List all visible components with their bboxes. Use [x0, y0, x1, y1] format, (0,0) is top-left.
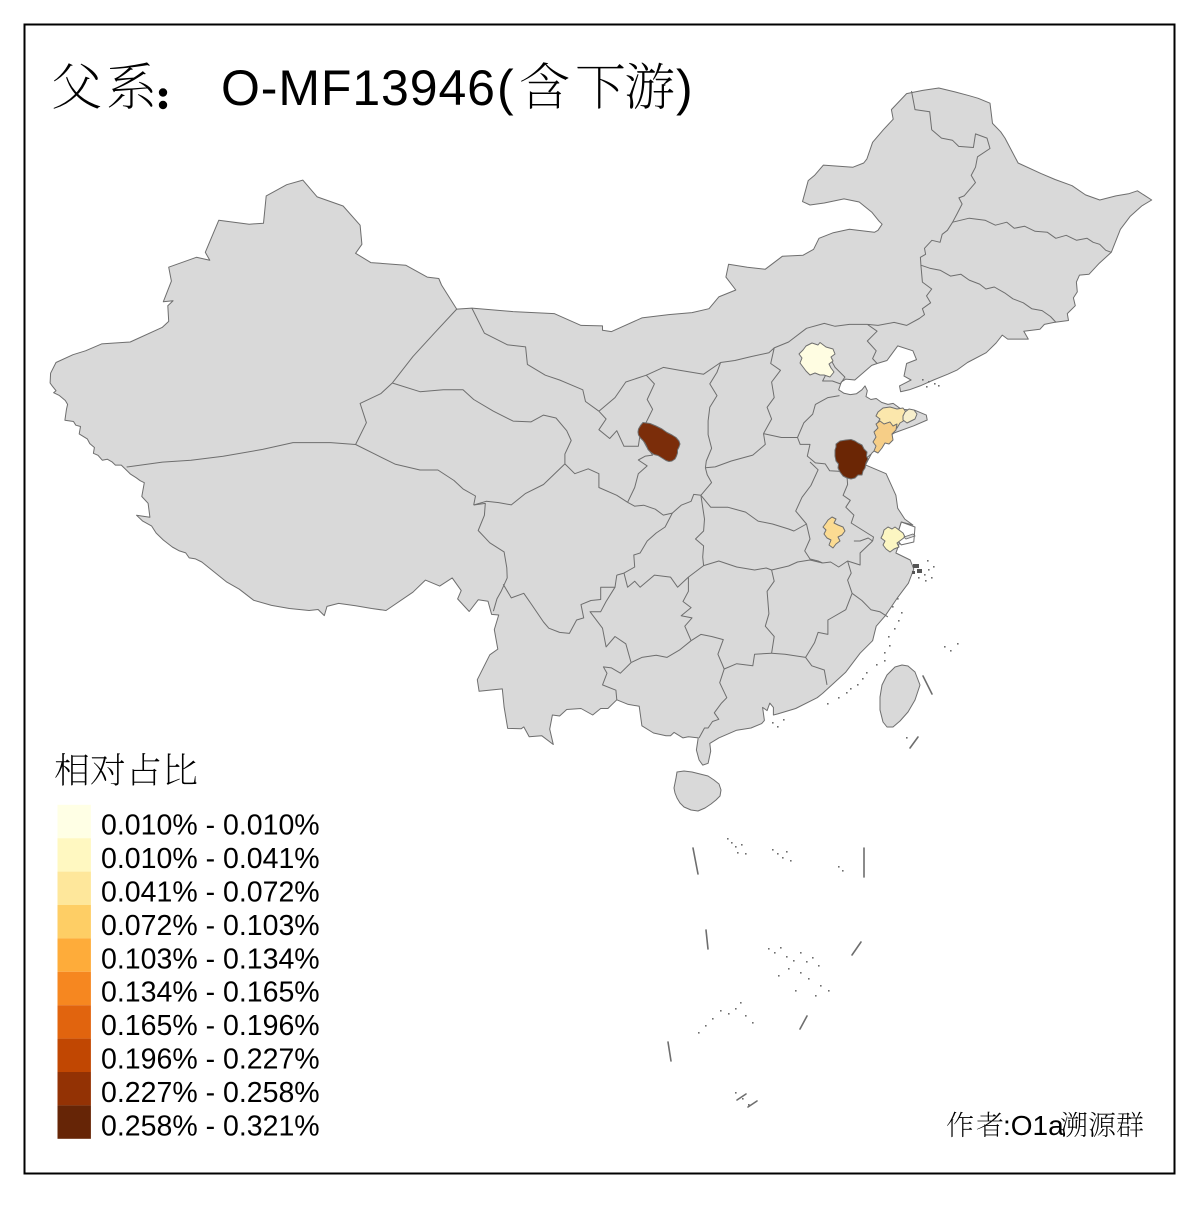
svg-text:(: ( — [497, 60, 514, 116]
svg-text:): ) — [676, 60, 693, 116]
svg-text:0.041% - 0.072%: 0.041% - 0.072% — [101, 877, 320, 909]
svg-text:0.010% - 0.041%: 0.010% - 0.041% — [101, 843, 320, 875]
svg-text:0.103% - 0.134%: 0.103% - 0.134% — [101, 943, 320, 975]
svg-text:0.258% - 0.321%: 0.258% - 0.321% — [101, 1110, 320, 1142]
svg-text::O1a: :O1a — [1003, 1110, 1064, 1141]
svg-text:0.196% - 0.227%: 0.196% - 0.227% — [101, 1044, 320, 1076]
svg-text:0.010% - 0.010%: 0.010% - 0.010% — [101, 810, 320, 842]
svg-text:O-MF13946: O-MF13946 — [221, 60, 496, 116]
svg-text:0.227% - 0.258%: 0.227% - 0.258% — [101, 1077, 320, 1109]
svg-text:0.072% - 0.103%: 0.072% - 0.103% — [101, 910, 320, 942]
svg-text:0.134% - 0.165%: 0.134% - 0.165% — [101, 977, 320, 1009]
svg-text:0.165% - 0.196%: 0.165% - 0.196% — [101, 1010, 320, 1042]
